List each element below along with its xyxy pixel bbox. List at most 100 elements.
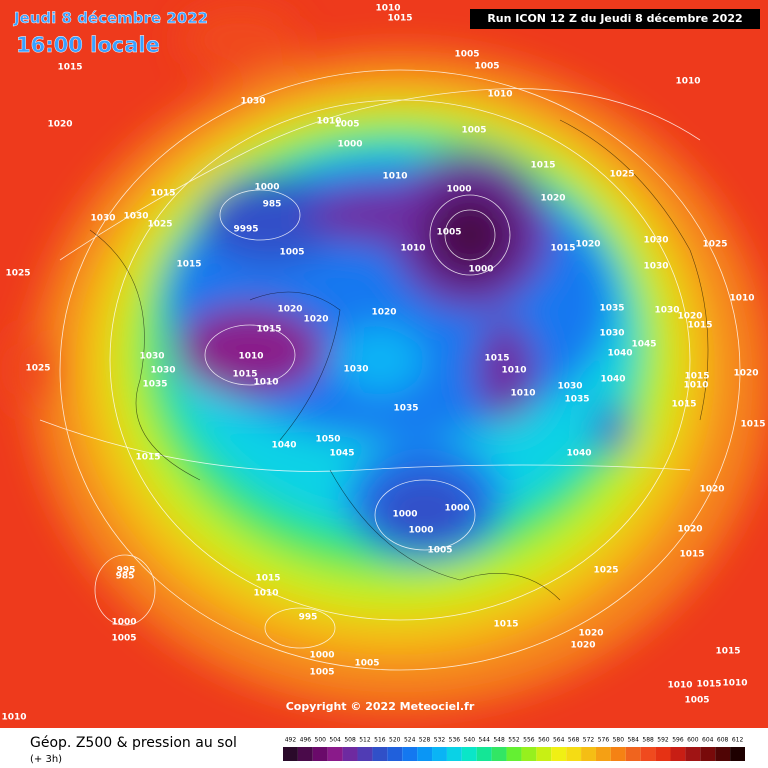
colorbar-label: 584 xyxy=(627,737,639,744)
colorbar-label: 520 xyxy=(389,737,401,744)
isobar-label: 995 xyxy=(299,613,318,623)
colorbar-label: 572 xyxy=(583,737,595,744)
isobar-label: 1025 xyxy=(5,269,30,279)
isobar-label: 1025 xyxy=(147,220,172,230)
colorbar-label: 604 xyxy=(702,737,714,744)
colorbar-label: 596 xyxy=(672,737,684,744)
colorbar-swatch xyxy=(610,747,626,761)
colorbar-swatch xyxy=(655,747,671,761)
isobar-label: 1045 xyxy=(631,340,656,350)
isobar-label: 1020 xyxy=(47,120,72,130)
run-box xyxy=(470,9,760,29)
isobar-label: 1015 xyxy=(256,325,281,335)
isobar-label: 1015 xyxy=(715,647,740,657)
isobar-label: 1005 xyxy=(436,228,461,238)
colorbar-label: 612 xyxy=(732,737,744,744)
isobar-label: 1030 xyxy=(150,366,175,376)
isobar-label: 1005 xyxy=(427,546,452,556)
isobar-label: 1000 xyxy=(111,618,136,628)
colorbar-label: 580 xyxy=(613,737,625,744)
isobar-label: 1000 xyxy=(392,510,417,520)
colorbar-label: 528 xyxy=(419,737,431,744)
colorbar-swatch xyxy=(625,747,641,761)
isobar-label: 1005 xyxy=(461,126,486,136)
isobar-label: 1050 xyxy=(315,435,340,445)
isobar-label: 1015 xyxy=(687,321,712,331)
colorbar-label: 560 xyxy=(538,737,550,744)
colorbar-swatch xyxy=(327,747,343,761)
isobar-label: 1040 xyxy=(607,349,632,359)
colorbar-swatch xyxy=(491,747,507,761)
isobar-label: 1005 xyxy=(474,62,499,72)
colorbar-label: 568 xyxy=(568,737,580,744)
isobar-label: 1025 xyxy=(593,566,618,576)
isobar-label: 1025 xyxy=(702,240,727,250)
isobar-label: 1015 xyxy=(550,244,575,254)
colorbar-swatch xyxy=(417,747,433,761)
isobar-label: 1035 xyxy=(564,395,589,405)
colorbar-swatch xyxy=(476,747,492,761)
isobar-label: 1010 xyxy=(729,294,754,304)
isobar-labels: 1010 1015 1015 1030 1020 1005 1005 1010 1010 1005… xyxy=(1,4,765,723)
colorbar-label: 536 xyxy=(449,737,461,744)
isobar-label: 1010 xyxy=(400,244,425,254)
isobar-label: 1035 xyxy=(142,380,167,390)
isobar-label: 1010 xyxy=(375,4,400,14)
isobar-label: 985 xyxy=(263,200,282,210)
isobar-label: 1020 xyxy=(277,305,302,315)
isobar-label: 1020 xyxy=(699,485,724,495)
footer-title: Géop. Z500 & pression au sol xyxy=(30,735,237,751)
isobar-label: 1000 xyxy=(309,651,334,661)
isobar-label: 995 xyxy=(117,566,136,576)
isobar-label: 1015 xyxy=(255,574,280,584)
colorbar-swatch xyxy=(536,747,552,761)
isobar-label: 1020 xyxy=(570,641,595,651)
isobar-label: 1000 xyxy=(254,183,279,193)
isobar-label: 1010 xyxy=(487,90,512,100)
colorbar-label: 576 xyxy=(598,737,610,744)
colorbar-swatch xyxy=(432,747,447,761)
colorbar-swatch xyxy=(566,747,582,761)
isobar-label: 1010 xyxy=(501,366,526,376)
colorbar-swatch xyxy=(715,747,731,761)
isobar-label: 985 xyxy=(116,572,135,582)
isobar-label: 1015 xyxy=(740,420,765,430)
isobar-label: 1020 xyxy=(371,308,396,318)
isobar-label: 1040 xyxy=(566,449,591,459)
isobar-label: 1020 xyxy=(677,525,702,535)
colorbar-label: 512 xyxy=(359,737,371,744)
isobar-label: 1010 xyxy=(667,681,692,691)
colorbar: 492 496 500 504 508 512 516 520 524 528 532 536 540 5… xyxy=(283,737,745,761)
colorbar-swatch xyxy=(506,747,522,761)
isobar-label: 1020 xyxy=(677,312,702,322)
isobar-label: 1005 xyxy=(309,668,334,678)
isobar-label: 1005 xyxy=(454,50,479,60)
colorbar-label: 500 xyxy=(315,737,327,744)
colorbar-label: 588 xyxy=(642,737,654,744)
colorbar-label: 592 xyxy=(657,737,669,744)
isobar-label: 1020 xyxy=(578,629,603,639)
colorbar-label: 548 xyxy=(493,737,505,744)
colorbar-swatch xyxy=(387,747,403,761)
time: 16:00 locale xyxy=(16,33,160,57)
isobar-label: 1020 xyxy=(540,194,565,204)
colorbar-swatch xyxy=(342,747,358,761)
isobar-label: 1010 xyxy=(316,117,341,127)
colorbar-swatch xyxy=(700,747,716,761)
isobar-label: 1030 xyxy=(343,365,368,375)
colorbar-label: 544 xyxy=(478,737,490,744)
colorbar-label: 492 xyxy=(285,737,297,744)
isobar-label: 1035 xyxy=(599,304,624,314)
colorbar-label: 532 xyxy=(434,737,446,744)
colorbar-label: 556 xyxy=(523,737,535,744)
isobar-label: 1030 xyxy=(90,214,115,224)
isobar-label: 1000 xyxy=(408,526,433,536)
isobar-label: 1020 xyxy=(575,240,600,250)
isobar-label: 1015 xyxy=(671,400,696,410)
isobar-label: 1030 xyxy=(123,212,148,222)
isobar-label: 1010 xyxy=(253,589,278,599)
colorbar-swatch xyxy=(402,747,418,761)
colorbar-swatch xyxy=(581,747,596,761)
footer-subtitle: (+ 3h) xyxy=(30,754,62,765)
isobar-label: 1025 xyxy=(609,170,634,180)
